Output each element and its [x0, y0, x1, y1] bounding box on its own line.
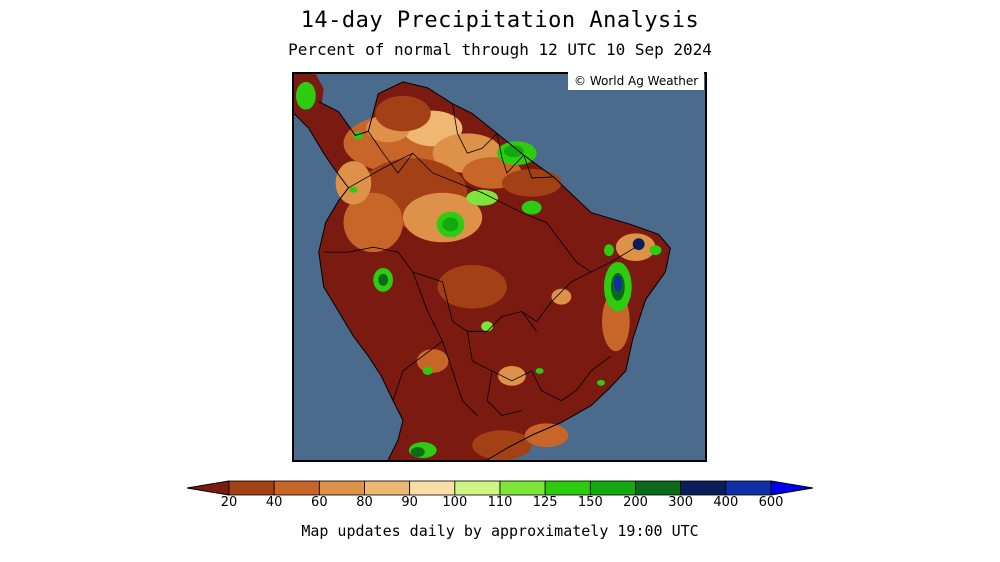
credit-label: © World Ag Weather — [568, 72, 705, 90]
west-coastline — [294, 113, 404, 460]
map-subtitle: Percent of normal through 12 UTC 10 Sep … — [288, 40, 712, 59]
colorbar-segment — [544, 480, 591, 496]
colorbar-tick-label: 80 — [356, 495, 373, 510]
colorbar-tick-label: 150 — [577, 495, 603, 510]
precipitation-map — [292, 72, 707, 462]
map-canvas — [294, 74, 671, 460]
colorbar-tick-label: 400 — [713, 495, 739, 510]
colorbar-segment — [589, 480, 636, 496]
colorbar-segment — [454, 480, 501, 496]
colorbar-segment — [364, 480, 411, 496]
anomaly-patches-north — [335, 95, 562, 253]
colorbar-tick-label: 125 — [532, 495, 558, 510]
colorbar-segment — [680, 480, 727, 496]
colorbar — [185, 478, 815, 498]
colorbar-tick-label: 100 — [442, 495, 468, 510]
map-title: 14-day Precipitation Analysis — [300, 8, 700, 33]
colorbar-graphic — [186, 480, 814, 496]
colorbar-tick-label: 20 — [220, 495, 238, 510]
colorbar-tick-label: 300 — [668, 495, 694, 510]
colorbar-segment — [725, 480, 772, 496]
country-borders — [323, 103, 636, 416]
colorbar-segment — [635, 480, 682, 496]
colorbar-tick-label: 40 — [265, 495, 283, 510]
colorbar-tick-label: 110 — [487, 495, 513, 510]
colorbar-tick-label: 600 — [758, 495, 784, 510]
colorbar-arrow-high — [770, 480, 814, 496]
colorbar-segment — [318, 480, 365, 496]
colorbar-tick-labels: 20 40 60 80 90 100 110 125 150 200 300 400 600 — [185, 495, 815, 511]
coastline — [318, 81, 671, 460]
colorbar-arrow-low — [186, 480, 230, 496]
colorbar-segment — [228, 480, 275, 496]
colorbar-segment — [499, 480, 546, 496]
colorbar-segment — [409, 480, 456, 496]
colorbar-tick-label: 200 — [623, 495, 648, 510]
anomaly-patches-south — [416, 233, 656, 460]
update-note: Map updates daily by approximately 19:00… — [301, 522, 699, 540]
colorbar-segment — [273, 480, 320, 496]
colorbar-tick-label: 60 — [311, 495, 328, 510]
colorbar-tick-label: 90 — [401, 495, 418, 510]
